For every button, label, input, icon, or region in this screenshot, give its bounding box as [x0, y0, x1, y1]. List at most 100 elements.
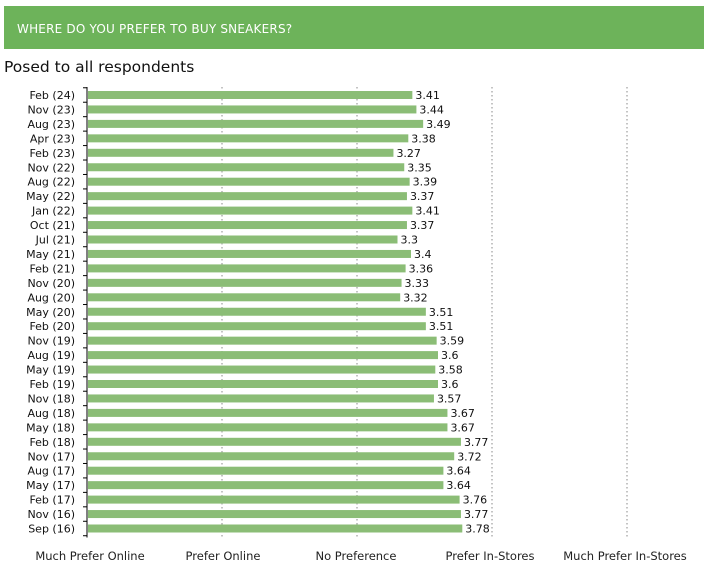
x-tick-label: Prefer Online: [186, 549, 261, 563]
bar: [88, 351, 438, 360]
value-label: 3.57: [437, 392, 462, 405]
bar: [88, 365, 436, 374]
value-label: 3.49: [426, 118, 451, 131]
category-label: Aug (22): [27, 176, 75, 189]
category-label: Feb (24): [29, 89, 75, 102]
category-label: Nov (22): [27, 161, 75, 174]
bar: [88, 466, 444, 475]
value-label: 3.77: [464, 436, 489, 449]
value-label: 3.39: [413, 176, 438, 189]
value-label: 3.67: [450, 421, 475, 434]
bar: [88, 322, 426, 331]
bar: [88, 307, 426, 316]
category-label: Feb (21): [29, 262, 75, 275]
category-label: Aug (19): [27, 349, 75, 362]
bar: [88, 249, 411, 258]
category-label: Feb (20): [29, 320, 75, 333]
category-label: Aug (20): [27, 291, 75, 304]
category-label: May (22): [26, 190, 75, 203]
value-label: 3.37: [410, 219, 435, 232]
bar: [88, 221, 407, 230]
bar: [88, 452, 455, 461]
bar: [88, 394, 434, 403]
value-label: 3.37: [410, 190, 435, 203]
category-label: May (21): [26, 248, 75, 261]
category-label: Apr (23): [30, 132, 75, 145]
value-label: 3.51: [429, 320, 454, 333]
bar: [88, 437, 461, 446]
category-label: Nov (23): [27, 103, 75, 116]
category-label: Oct (21): [30, 219, 75, 232]
bar: [88, 278, 402, 287]
chart-title: WHERE DO YOU PREFER TO BUY SNEAKERS?: [4, 6, 704, 49]
x-tick-label: Much Prefer Online: [35, 549, 144, 563]
value-label: 3.41: [415, 205, 440, 218]
category-label: May (17): [26, 479, 75, 492]
category-label: May (18): [26, 421, 75, 434]
value-label: 3.77: [464, 508, 489, 521]
bar: [88, 264, 406, 273]
value-label: 3.6: [441, 349, 459, 362]
category-label: Feb (17): [29, 494, 75, 507]
value-label: 3.41: [415, 89, 440, 102]
value-label: 3.64: [446, 465, 471, 478]
value-label: 3.67: [450, 407, 475, 420]
value-label: 3.58: [438, 364, 463, 377]
value-label: 3.32: [403, 291, 428, 304]
category-label: Aug (18): [27, 407, 75, 420]
value-label: 3.3: [401, 234, 419, 247]
category-label: Sep (16): [28, 523, 75, 536]
category-label: Jul (21): [35, 234, 75, 247]
category-label: May (19): [26, 364, 75, 377]
bar: [88, 206, 413, 215]
bar: [88, 119, 424, 128]
category-label: Feb (19): [29, 378, 75, 391]
category-label: Aug (23): [27, 118, 75, 131]
x-tick-label: No Preference: [316, 549, 397, 563]
value-label: 3.59: [440, 335, 465, 348]
value-label: 3.6: [441, 378, 459, 391]
bar: [88, 293, 401, 302]
value-label: 3.76: [463, 494, 488, 507]
value-label: 3.33: [405, 277, 430, 290]
category-label: Aug (17): [27, 465, 75, 478]
x-tick-label: Prefer In-Stores: [445, 549, 534, 563]
value-label: 3.78: [465, 523, 490, 536]
bar: [88, 408, 448, 417]
bar: [88, 192, 407, 201]
bar: [88, 91, 413, 99]
category-label: Jan (22): [31, 205, 75, 218]
value-label: 3.51: [429, 306, 454, 319]
value-label: 3.72: [457, 450, 482, 463]
value-label: 3.36: [409, 262, 434, 275]
category-label: Feb (18): [29, 436, 75, 449]
category-label: Nov (16): [27, 508, 75, 521]
bar: [88, 336, 437, 345]
bar: [88, 495, 460, 504]
bar: [88, 134, 409, 143]
bar: [88, 380, 438, 388]
category-label: Nov (18): [27, 392, 75, 405]
x-tick-label: Much Prefer In-Stores: [563, 549, 687, 563]
value-label: 3.27: [396, 147, 421, 160]
value-label: 3.4: [414, 248, 432, 261]
value-label: 3.44: [419, 103, 444, 116]
bar: [88, 148, 394, 157]
category-label: Feb (23): [29, 147, 75, 160]
bar: [88, 235, 398, 244]
category-label: Nov (19): [27, 335, 75, 348]
category-label: Nov (17): [27, 450, 75, 463]
value-label: 3.38: [411, 132, 436, 145]
value-label: 3.64: [446, 479, 471, 492]
category-label: May (20): [26, 306, 75, 319]
bar: [88, 177, 410, 186]
bar: [88, 105, 417, 114]
value-label: 3.35: [407, 161, 432, 174]
bar: [88, 423, 448, 432]
bar: [88, 163, 405, 172]
chart-subtitle: Posed to all respondents: [4, 58, 195, 76]
bar: [88, 481, 444, 490]
bar: [88, 510, 461, 519]
category-label: Nov (20): [27, 277, 75, 290]
